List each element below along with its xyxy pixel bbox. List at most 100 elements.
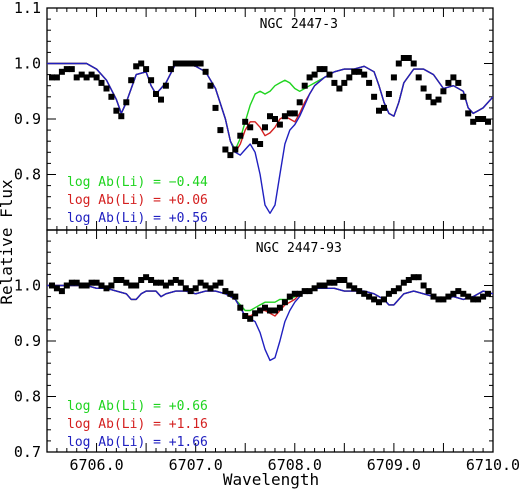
panel-2-observed-point	[158, 279, 164, 286]
panel-2-observed-point	[420, 282, 427, 289]
panel-2-observed-point	[143, 274, 150, 281]
panel-2-observed-point	[93, 279, 100, 286]
panel-2-observed-point	[395, 285, 402, 292]
panel-1-legend-entry-1: log Ab(Li) = −0.44	[67, 175, 208, 190]
panel-1-observed-point	[351, 68, 358, 75]
panel-1-observed-point	[450, 74, 457, 81]
panel-1-observed-point	[425, 93, 432, 100]
panel-2-observed-point	[430, 293, 437, 300]
panel-1-legend-entry-2: log Ab(Li) = +0.06	[67, 193, 208, 208]
panel-1-observed-point	[331, 79, 338, 86]
panel-1-observed-point	[272, 116, 278, 122]
panel-2-observed-point	[103, 285, 110, 292]
panel-2-observed-point	[182, 285, 189, 292]
panel-2-observed-point	[63, 282, 70, 289]
panel-1-y-tick-label: 1.0	[14, 55, 41, 73]
panel-2-observed-point	[445, 293, 452, 300]
panel-2-observed-point	[108, 282, 115, 289]
panel-1-observed-point	[153, 91, 159, 97]
panel-2-observed-point	[356, 288, 363, 295]
panel-2-observed-point	[475, 296, 482, 303]
x-tick-label: 6710.0	[466, 456, 520, 474]
panel-2-observed-point	[326, 279, 333, 286]
panel-2-observed-point	[390, 288, 397, 295]
panel-2-observed-point	[480, 293, 487, 300]
panel-2-observed-point	[128, 282, 135, 289]
panel-2-legend-entry-2: log Ab(Li) = +1.16	[67, 417, 208, 432]
panel-1-observed-point	[143, 66, 150, 73]
panel-1-observed-point	[276, 121, 283, 128]
panel-2-observed-point	[321, 282, 328, 289]
panel-1-observed-point	[182, 60, 189, 67]
panel-2-observed-point	[316, 282, 323, 289]
panel-1-observed-point	[336, 85, 343, 92]
panel-2-observed-point	[133, 282, 140, 289]
panel-1-observed-point	[212, 104, 219, 111]
panel-1-observed-point	[217, 127, 224, 134]
panel-2-observed-point	[281, 299, 288, 306]
panel-1-observed-point	[341, 79, 348, 86]
panel-2-title: NGC 2447-93	[256, 241, 342, 256]
panel-1-observed-point	[192, 60, 199, 67]
panel-1-observed-point	[346, 74, 353, 81]
panel-1-legend-entry-3: log Ab(Li) = +0.56	[67, 211, 208, 226]
panel-2-observed-point	[331, 279, 338, 286]
panel-1-observed-point	[197, 60, 204, 67]
panel-2-observed-point	[286, 293, 293, 300]
panel-2-observed-point	[68, 279, 75, 286]
x-tick-label: 6706.0	[69, 456, 123, 474]
panel-1-observed-point	[430, 99, 437, 106]
panel-2-observed-point	[138, 277, 145, 283]
panel-1-observed-point	[475, 116, 482, 122]
panel-2-observed-point	[366, 293, 373, 300]
panel-2-observed-point	[217, 279, 224, 286]
panel-1-observed-point	[237, 132, 244, 139]
panel-2-observed-point	[113, 277, 120, 283]
panel-2-observed-point	[257, 307, 264, 314]
panel-2-observed-point	[123, 279, 130, 286]
panel-1-observed-point	[480, 116, 487, 122]
x-tick-label: 6707.0	[169, 456, 223, 474]
panel-1-observed-point	[301, 82, 308, 89]
panel-1-observed-point	[88, 71, 95, 78]
panel-2-observed-point	[272, 307, 278, 314]
panel-1-observed-point	[445, 79, 452, 86]
panel-2-observed-point	[306, 288, 313, 295]
panel-1-observed-point	[326, 71, 333, 78]
panel-1-observed-point	[252, 138, 259, 145]
panel-1-observed-point	[286, 110, 293, 117]
panel-1-observed-point	[296, 99, 303, 106]
panel-2-observed-point	[187, 288, 194, 295]
panel-1-y-tick-label: 1.1	[14, 0, 41, 17]
panel-1-observed-point	[267, 113, 273, 120]
panel-1-observed-point	[133, 63, 140, 70]
panel-1-observed-point	[128, 77, 135, 84]
panel-2-observed-point	[371, 296, 378, 303]
panel-1-observed-point	[262, 124, 268, 131]
panel-1-observed-point	[385, 91, 392, 97]
panel-1-observed-point	[78, 71, 85, 78]
panel-2-observed-point	[153, 279, 159, 286]
panel-1-observed-point	[400, 55, 407, 61]
panel-2-observed-point	[351, 285, 358, 292]
panel-1-observed-point	[316, 66, 323, 73]
panel-2-observed-point	[118, 277, 125, 283]
panel-1-observed-point	[405, 55, 412, 61]
panel-2-legend-entry-3: log Ab(Li) = +1.66	[67, 435, 208, 450]
panel-1-observed-point	[232, 146, 239, 153]
panel-1-observed-point	[158, 96, 164, 103]
panel-2-observed-point	[276, 304, 283, 311]
panel-1-observed-point	[53, 74, 60, 81]
panel-1-observed-point	[202, 68, 209, 75]
panel-1-observed-point	[113, 107, 120, 114]
panel-1-observed-point	[281, 113, 288, 120]
panel-1-observed-point	[415, 74, 422, 81]
panel-1-observed-point	[420, 85, 427, 92]
panel-1-observed-point	[177, 60, 184, 67]
panel-2-observed-point	[385, 290, 392, 297]
panel-1-observed-point	[395, 60, 402, 67]
panel-2-observed-point	[242, 313, 249, 319]
panel-1-observed-point	[68, 66, 75, 73]
panel-2-observed-point	[405, 277, 412, 283]
